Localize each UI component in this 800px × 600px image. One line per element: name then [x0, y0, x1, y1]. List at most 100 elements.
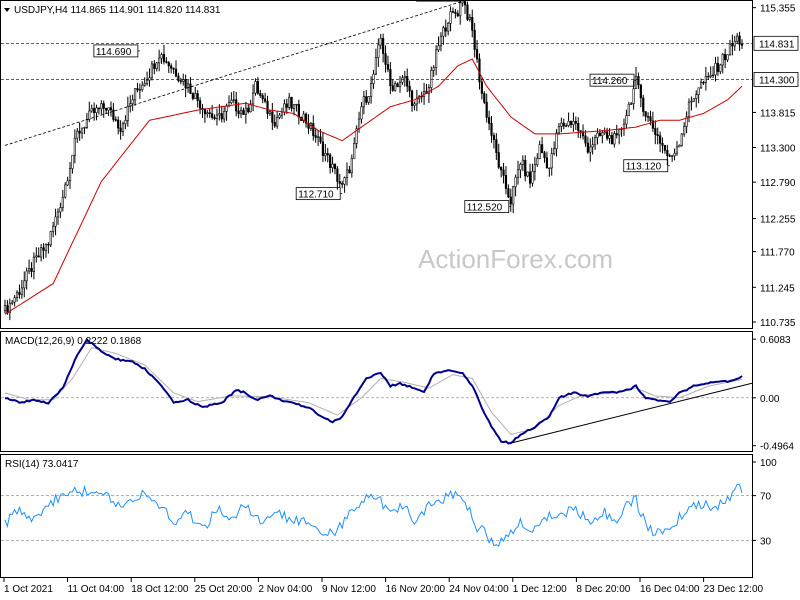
candle-body [338, 181, 341, 184]
rsi-tick-label: 30 [760, 536, 772, 547]
candle-body [54, 216, 57, 227]
candle-body [283, 103, 286, 113]
candle-body [107, 107, 110, 111]
price-tick-label: 113.300 [760, 143, 796, 154]
candle-body [649, 116, 652, 122]
candle-body [673, 152, 676, 157]
candle-body [740, 44, 744, 46]
candle-body [680, 133, 683, 146]
candle-body [728, 43, 732, 55]
candle-body [490, 123, 493, 136]
candle-body [223, 111, 226, 120]
candle-body [198, 100, 202, 109]
candle-body [459, 2, 462, 17]
candle-body [59, 207, 62, 213]
candle-body [66, 180, 69, 186]
candle-body [362, 96, 365, 108]
candle-body [196, 93, 199, 101]
candle-body [215, 114, 219, 119]
candle-body [232, 99, 235, 101]
candle-body [78, 130, 81, 134]
candle-body [244, 107, 247, 115]
candle-body [406, 76, 409, 87]
candle-body [711, 74, 715, 77]
candle-body [646, 116, 650, 118]
candle-body [369, 83, 373, 97]
candle-body [32, 256, 36, 272]
candle-body [685, 116, 688, 127]
candle-body [601, 132, 604, 136]
candle-body [97, 107, 101, 110]
collapse-triangle-icon[interactable] [4, 8, 10, 12]
candle-body [71, 154, 74, 169]
candle-body [444, 27, 447, 32]
candle-body [553, 148, 556, 154]
candle-body [170, 65, 173, 69]
candle-body [85, 119, 88, 128]
candle-body [463, 0, 467, 6]
candle-body [632, 88, 635, 104]
candle-body [203, 109, 207, 115]
candle-body [675, 146, 679, 154]
candle-body [133, 88, 137, 101]
candle-body [651, 120, 654, 129]
candle-body [114, 119, 117, 121]
candle-body [536, 158, 539, 165]
candle-body [15, 291, 19, 299]
candle-body [314, 135, 317, 138]
candle-body [543, 152, 546, 159]
candle-body [579, 130, 582, 133]
candle-body [357, 118, 361, 129]
candle-body [721, 54, 724, 66]
candle-body [584, 135, 587, 144]
candle-body [454, 11, 457, 14]
candle-body [20, 287, 23, 295]
candle-body [237, 110, 240, 115]
candle-body [230, 99, 233, 103]
macd-trend-line [510, 382, 753, 444]
annotation-label: 113.120 [626, 162, 662, 173]
candle-body [555, 132, 558, 150]
time-tick-label: 23 Dec 12:00 [704, 584, 764, 595]
candle-body [336, 168, 339, 182]
candle-body [389, 69, 392, 86]
candle-body [90, 108, 93, 112]
candle-body [136, 88, 139, 91]
candle-body [724, 54, 727, 61]
candle-body [30, 267, 33, 272]
candle-body [714, 62, 717, 76]
candle-body [343, 177, 346, 185]
price-tick-label: 113.815 [760, 108, 796, 119]
candle-body [492, 135, 496, 140]
candle-body [442, 27, 445, 37]
candle-body [331, 163, 334, 169]
candle-body [500, 167, 503, 171]
candle-body [471, 17, 474, 31]
candle-body [659, 135, 662, 144]
candle-body [596, 132, 599, 138]
candle-body [27, 267, 31, 272]
candle-body [184, 79, 187, 88]
candle-body [13, 297, 16, 303]
candle-body [394, 83, 397, 91]
candle-body [634, 76, 638, 90]
candle-body [218, 113, 221, 116]
candle-body [47, 244, 50, 246]
candle-body [432, 67, 435, 71]
candle-body [572, 121, 575, 125]
candle-body [80, 127, 84, 134]
candle-body [430, 69, 433, 88]
candle-body [225, 105, 228, 112]
candle-body [391, 85, 394, 91]
candle-body [690, 100, 693, 103]
candle-body [167, 62, 170, 67]
candle-body [475, 49, 479, 60]
candle-body [733, 40, 736, 47]
candle-body [254, 81, 257, 94]
candle-body [540, 144, 544, 154]
candle-body [191, 93, 194, 99]
candle-body [49, 231, 52, 246]
candle-body [146, 79, 149, 84]
candle-body [93, 108, 96, 113]
candle-body [427, 87, 430, 94]
